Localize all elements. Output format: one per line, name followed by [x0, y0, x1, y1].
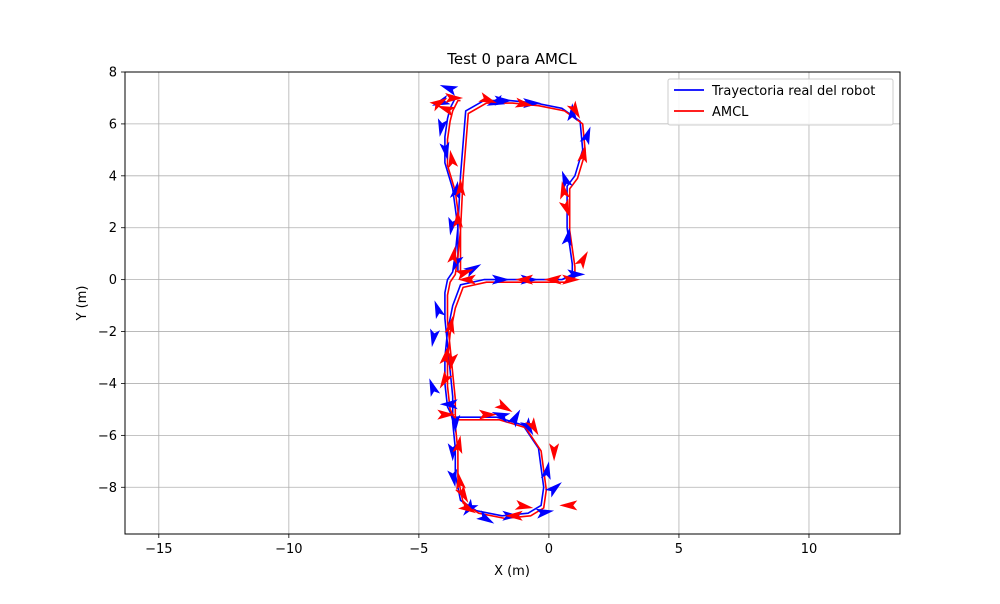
pose-arrow	[439, 399, 458, 410]
pose-arrow	[458, 499, 477, 514]
pose-arrow	[494, 398, 513, 412]
x-tick-label: −10	[275, 542, 302, 557]
y-tick-label: 2	[109, 221, 117, 236]
pose-arrow	[577, 144, 588, 164]
pose-arrow	[504, 510, 523, 521]
pose-arrows	[429, 85, 591, 524]
x-tick-label: −15	[145, 542, 172, 557]
pose-arrow	[452, 209, 463, 228]
pose-arrow	[486, 94, 506, 106]
pose-arrow	[567, 103, 578, 122]
x-tick-label: −5	[409, 542, 428, 557]
pose-arrow	[574, 251, 588, 270]
pose-arrow	[455, 178, 466, 197]
y-tick-label: 8	[109, 66, 117, 81]
pose-arrow	[478, 92, 497, 104]
pose-arrow	[448, 351, 459, 371]
y-tick-label: −2	[98, 325, 117, 340]
y-tick-label: 6	[109, 117, 117, 132]
pose-arrow	[535, 508, 555, 519]
pose-arrow	[437, 409, 456, 420]
y-tick-label: −6	[98, 429, 117, 444]
y-tick-label: −4	[98, 377, 117, 392]
pose-arrow	[478, 409, 497, 420]
x-axis-label: X (m)	[494, 564, 530, 579]
y-tick-label: 4	[109, 169, 117, 184]
axis-ticks: −15 −10 −5 0 5 10 −8 −6 −4 −2 0 2 4 6 8	[98, 66, 817, 558]
chart-title: Test 0 para AMCL	[446, 50, 577, 68]
pose-arrow	[439, 370, 454, 389]
pose-arrow	[561, 170, 573, 190]
pose-arrow	[457, 274, 476, 285]
x-tick-label: 0	[545, 542, 553, 557]
pose-arrow	[491, 274, 510, 285]
pose-arrow	[437, 118, 448, 137]
pose-arrow	[514, 499, 534, 510]
legend-label-real: Trayectoria real del robot	[711, 84, 875, 99]
pose-arrow	[559, 500, 578, 511]
pose-arrow	[463, 264, 482, 278]
y-axis-label: Y (m)	[75, 286, 90, 322]
pose-arrow	[566, 100, 581, 119]
pose-arrow	[558, 198, 570, 218]
pose-arrow	[540, 461, 551, 480]
legend: Trayectoria real del robot AMCL	[667, 78, 894, 126]
pose-arrow	[437, 105, 456, 117]
pose-arrow	[447, 245, 458, 265]
pose-arrow	[514, 97, 534, 108]
pose-arrow	[543, 274, 562, 285]
pose-arrow	[429, 378, 441, 397]
pose-arrow	[560, 181, 570, 200]
pose-arrow	[450, 414, 461, 433]
pose-arrow	[447, 468, 458, 488]
pose-arrow	[567, 269, 586, 280]
pose-arrow	[439, 85, 459, 96]
pose-arrow	[434, 300, 446, 320]
pose-arrow	[439, 347, 450, 366]
pose-arrow	[454, 269, 474, 281]
pose-arrow	[439, 141, 450, 161]
pose-arrow	[452, 435, 463, 454]
pose-arrow	[429, 98, 448, 112]
pose-arrow	[544, 482, 562, 498]
pose-arrow	[444, 316, 455, 335]
x-tick-label: 5	[675, 542, 683, 557]
x-tick-label: 10	[801, 542, 818, 557]
pose-arrow	[525, 417, 539, 436]
y-tick-label: −8	[98, 481, 117, 496]
pose-arrow	[515, 274, 534, 285]
legend-label-amcl: AMCL	[712, 105, 749, 120]
y-tick-label: 0	[109, 273, 117, 288]
pose-arrow	[448, 149, 459, 169]
pose-arrow	[562, 274, 581, 285]
plot-frame	[124, 71, 901, 535]
pose-arrow	[506, 409, 521, 428]
pose-arrow	[549, 443, 560, 462]
pose-arrow	[579, 126, 591, 146]
pose-arrow	[561, 227, 572, 247]
pose-arrow	[519, 417, 534, 436]
legend-box	[667, 78, 894, 126]
pose-arrow	[476, 510, 495, 524]
pose-arrow	[463, 498, 479, 516]
pose-arrow	[445, 93, 464, 103]
pose-arrow	[430, 328, 440, 348]
pose-arrow	[454, 484, 469, 503]
